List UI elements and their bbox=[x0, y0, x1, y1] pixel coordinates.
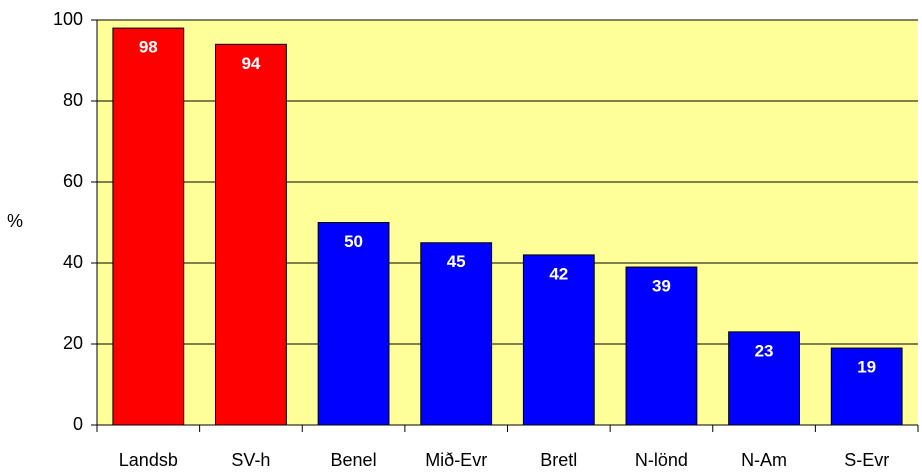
bar bbox=[215, 43, 287, 426]
bar bbox=[420, 242, 493, 426]
x-tick-label: Mið-Evr bbox=[425, 450, 487, 470]
x-tick-label: N-lönd bbox=[635, 450, 688, 470]
x-tick-label: Landsb bbox=[119, 450, 178, 470]
value-label: 94 bbox=[241, 54, 260, 73]
bar bbox=[728, 331, 800, 426]
bar bbox=[830, 347, 903, 426]
bar bbox=[317, 222, 390, 426]
y-tick-label: 20 bbox=[63, 333, 83, 353]
bar bbox=[112, 27, 185, 426]
value-label: 19 bbox=[857, 358, 876, 377]
value-label: 39 bbox=[652, 277, 671, 296]
value-label: 42 bbox=[549, 264, 568, 283]
value-label: 50 bbox=[344, 232, 363, 251]
y-tick-label: 0 bbox=[73, 414, 83, 434]
value-label: 98 bbox=[139, 38, 158, 57]
y-axis-label: % bbox=[7, 211, 23, 231]
x-tick-label: Bretl bbox=[540, 450, 577, 470]
y-tick-label: 80 bbox=[63, 90, 83, 110]
y-tick-label: 40 bbox=[63, 252, 83, 272]
y-tick-label: 60 bbox=[63, 171, 83, 191]
x-tick-label: SV-h bbox=[231, 450, 270, 470]
value-label: 45 bbox=[447, 252, 466, 271]
value-label: 23 bbox=[755, 341, 774, 360]
x-tick-label: Benel bbox=[331, 450, 377, 470]
y-tick-label: 100 bbox=[53, 9, 83, 29]
x-tick-label: S-Evr bbox=[844, 450, 889, 470]
x-tick-label: N-Am bbox=[741, 450, 787, 470]
